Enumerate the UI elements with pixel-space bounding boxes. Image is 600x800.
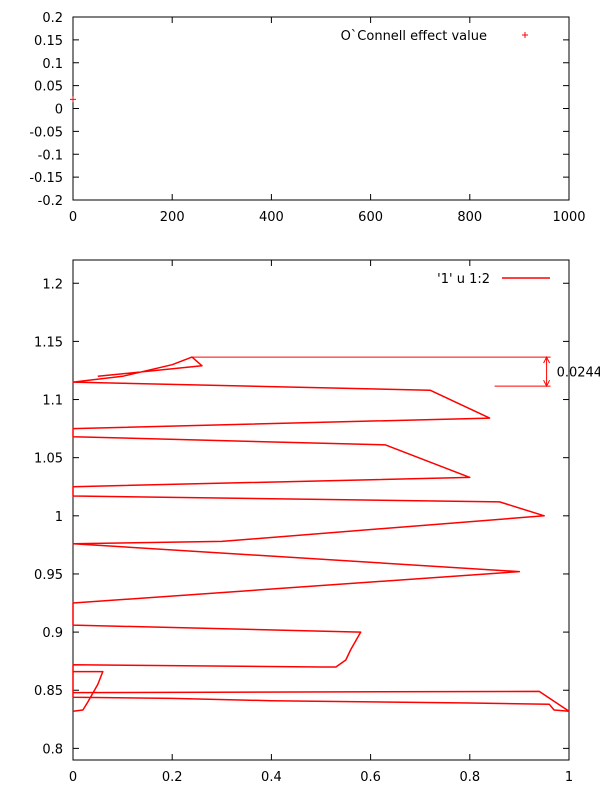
y-tick-label: 0.2 — [42, 11, 63, 26]
y-tick-label: 1.05 — [34, 452, 63, 467]
y-tick-label: -0.15 — [29, 171, 63, 186]
scatter-point — [70, 96, 76, 103]
y-tick-label: 0.1 — [42, 57, 63, 72]
x-tick-label: 600 — [358, 210, 383, 225]
y-tick-label: 0 — [55, 103, 63, 118]
y-tick-label: 0.9 — [42, 626, 63, 641]
x-tick-label: 0.6 — [360, 770, 381, 785]
y-tick-label: 1.15 — [34, 335, 63, 350]
y-tick-label: -0.05 — [29, 125, 63, 140]
series-line — [72, 356, 570, 712]
y-tick-label: 0.8 — [42, 742, 63, 757]
x-tick-label: 0.4 — [261, 770, 282, 785]
x-tick-label: 400 — [259, 210, 284, 225]
x-tick-label: 1000 — [552, 210, 585, 225]
y-tick-label: 1 — [55, 510, 63, 525]
y-tick-label: 0.95 — [34, 568, 63, 583]
plot-frame — [72, 16, 570, 201]
x-tick-label: 0.2 — [162, 770, 183, 785]
plot-frame — [72, 259, 570, 761]
x-tick-label: 800 — [457, 210, 482, 225]
y-tick-label: 0.15 — [34, 34, 63, 49]
x-tick-label: 1 — [565, 770, 573, 785]
y-tick-label: 1.1 — [42, 394, 63, 409]
x-tick-label: 0 — [69, 210, 77, 225]
legend-label: O`Connell effect value — [341, 29, 487, 44]
annotation-arrow-head — [543, 379, 551, 388]
y-tick-label: 0.05 — [34, 80, 63, 95]
annotation-label: 0.024450 — [557, 366, 600, 381]
x-tick-label: 0.8 — [459, 770, 480, 785]
y-tick-label: -0.2 — [38, 194, 63, 209]
x-tick-label: 200 — [160, 210, 185, 225]
y-tick-label: 0.85 — [34, 684, 63, 699]
x-tick-label: 0 — [69, 770, 77, 785]
annotation-arrow-head — [543, 355, 551, 364]
y-tick-label: -0.1 — [38, 148, 63, 163]
legend-label: '1' u 1:2 — [437, 272, 490, 287]
y-tick-label: 1.2 — [42, 277, 63, 292]
